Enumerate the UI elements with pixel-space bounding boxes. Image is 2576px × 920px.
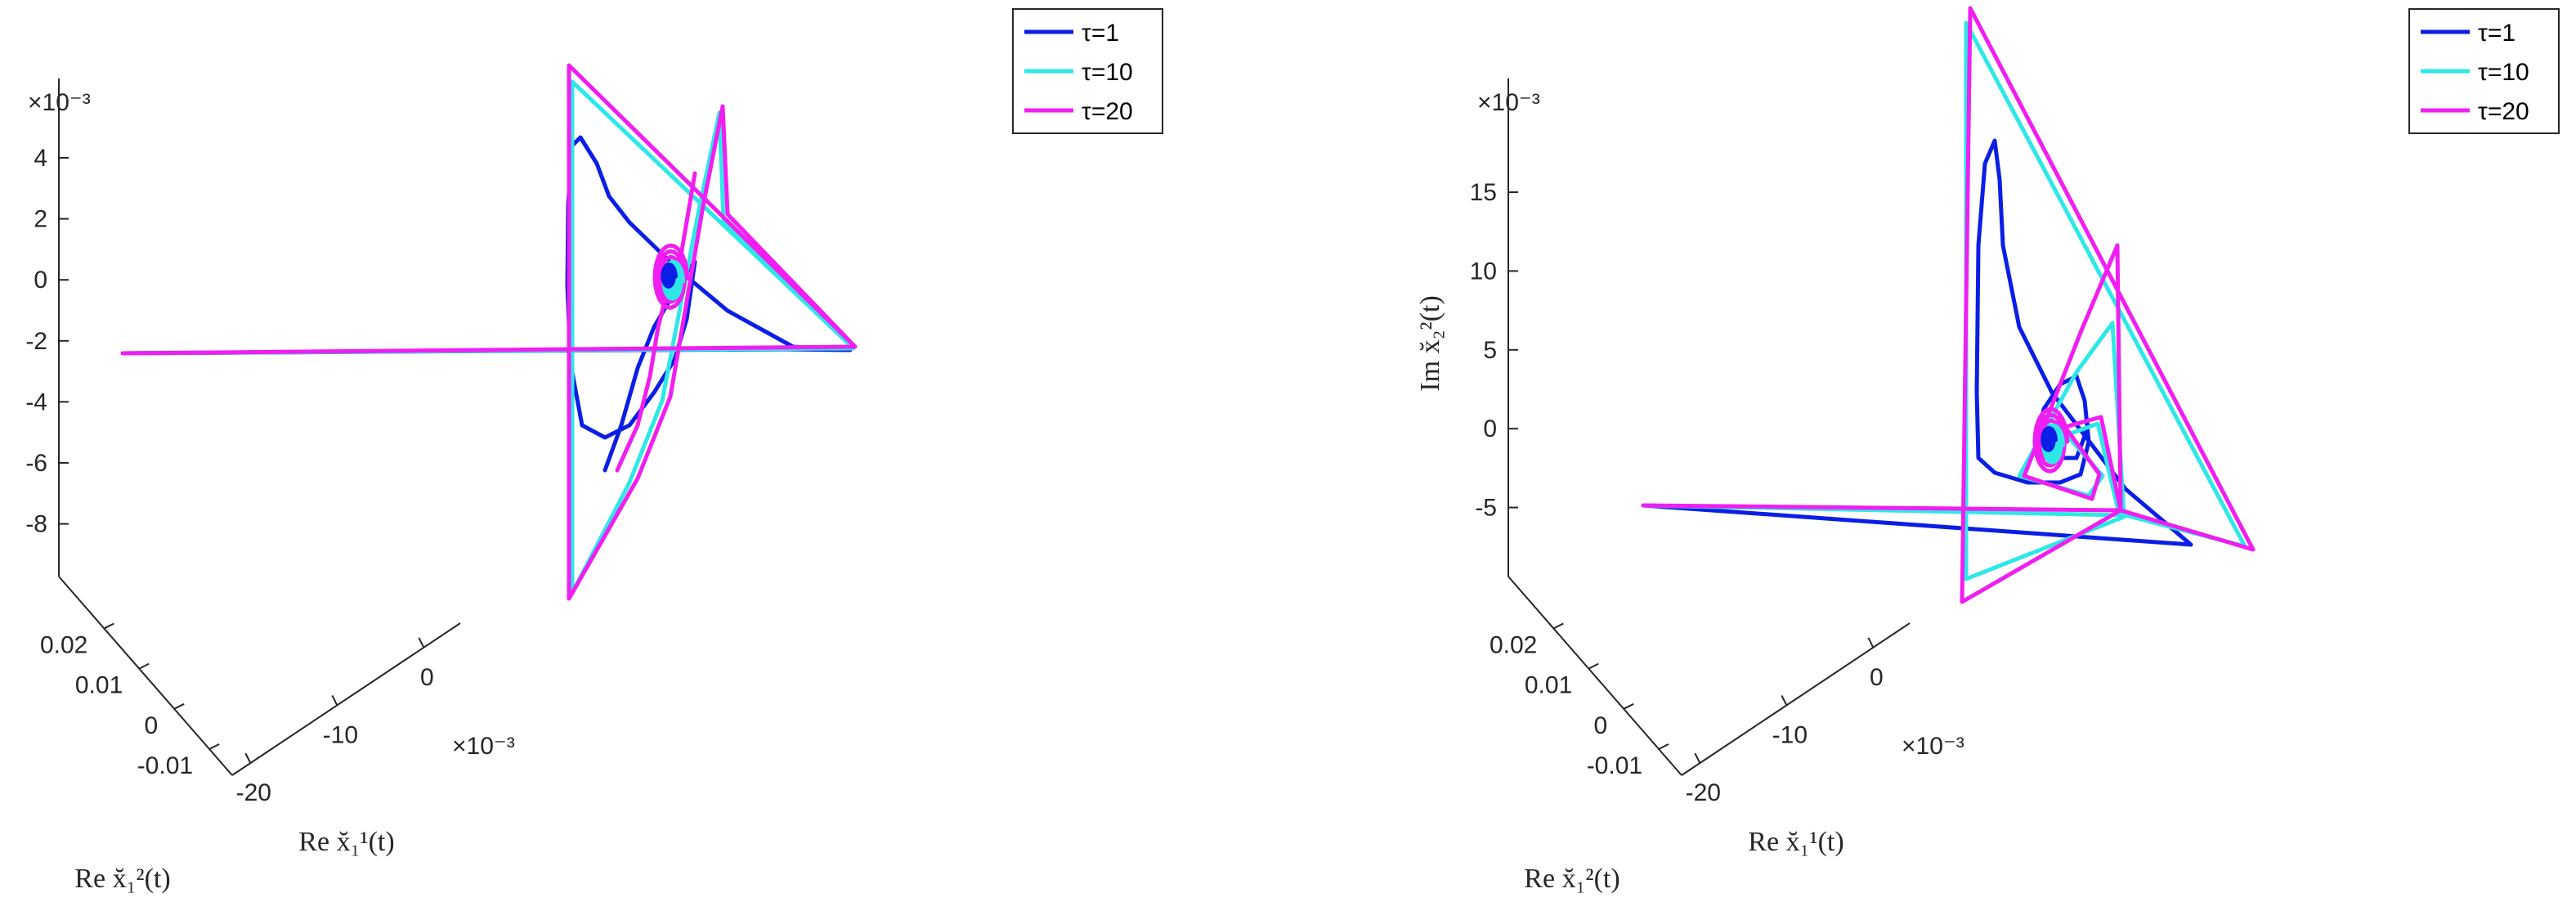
y-tick — [138, 662, 150, 670]
y-tick-label: -0.01 — [137, 752, 193, 779]
z-tick-label: 0 — [1483, 415, 1497, 442]
x-tick-label: -10 — [1772, 721, 1808, 748]
y-tick — [1658, 743, 1669, 750]
y-axis-label: Re x̆₁²(t) — [74, 864, 170, 894]
legend-entry: τ=1 — [2478, 20, 2516, 47]
series-line-tau-10 — [1641, 20, 2247, 581]
series-spiral-tau-1 — [661, 263, 678, 289]
legend-entry: τ=20 — [1082, 98, 1133, 125]
legend: τ=1 τ=10 τ=20 — [1012, 8, 1163, 134]
x-multiplier: ×10⁻³ — [1902, 733, 1964, 760]
y-tick-label: 0 — [144, 712, 158, 739]
series-line-tau-1 — [120, 135, 853, 473]
y-tick-label: -0.01 — [1587, 752, 1642, 779]
legend: τ=1 τ=10 τ=20 — [2408, 8, 2560, 134]
z-tick-label: 10 — [1470, 258, 1497, 285]
x-tick — [1781, 694, 1788, 706]
x-tick — [418, 637, 425, 648]
z-tick-label: 0 — [34, 267, 47, 294]
z-tick-label: 15 — [1470, 179, 1497, 206]
z-tick-label: -6 — [25, 450, 47, 477]
y-tick-label: 0.02 — [40, 631, 87, 658]
legend-entry: τ=10 — [2478, 59, 2529, 86]
series-line-tau-1 — [1641, 138, 2193, 547]
y-tick — [208, 743, 220, 750]
x-tick — [1867, 637, 1875, 648]
plot-curves — [120, 63, 858, 601]
x-multiplier: ×10⁻³ — [452, 733, 515, 760]
z-tick-label: -4 — [25, 388, 47, 415]
x-axis-line — [231, 622, 461, 776]
z-tick-label: 5 — [1483, 337, 1497, 364]
x-tick — [1694, 752, 1701, 764]
y-axis-line — [1508, 576, 1682, 776]
y-tick — [1552, 622, 1564, 630]
x-tick-label: 0 — [420, 664, 434, 691]
x-tick-label: -20 — [236, 779, 271, 806]
series-line-tau-20 — [120, 63, 858, 601]
x-tick-label: 0 — [1870, 664, 1884, 691]
legend-entry: τ=10 — [1082, 59, 1133, 86]
x-axis-line — [1681, 622, 1911, 776]
legend-entry: τ=20 — [2478, 98, 2529, 125]
z-tick-label: -2 — [25, 328, 47, 355]
series-spiral-tau-1 — [2041, 426, 2058, 452]
x-tick — [331, 694, 338, 706]
x-tick-label: -20 — [1686, 779, 1721, 806]
z-axis-label: Im x̆₂²(t) — [1415, 295, 1445, 391]
chart-panel-1: 4 2 0 -2 -4 -6 -8 ×10⁻³ 0.02 0.01 0 -0.01 -20 -10 0 ×10… — [25, 8, 1163, 894]
x-axis-label: Re x̆₁¹(t) — [298, 827, 394, 857]
x-tick-label: -10 — [323, 721, 358, 748]
series-line-tau-20 — [1641, 6, 2256, 604]
z-tick-label: -5 — [1475, 495, 1497, 522]
x-tick — [244, 752, 252, 764]
z-multiplier: ×10⁻³ — [28, 89, 91, 116]
chart-panel-2: 15 10 5 0 -5 ×10⁻³ 0.02 0.01 0 -0.01 -20 -10 0 ×10⁻³ I… — [1415, 6, 2560, 894]
z-tick-label: 4 — [34, 145, 47, 172]
y-axis-label: Re x̆₁²(t) — [1524, 864, 1620, 894]
legend-entry: τ=1 — [1082, 20, 1119, 47]
series-line-tau-10 — [120, 79, 856, 595]
y-tick — [103, 622, 114, 630]
z-tick-label: -8 — [25, 511, 47, 538]
y-tick-label: 0.01 — [1525, 672, 1572, 699]
y-tick-label: 0.01 — [75, 672, 123, 699]
x-axis-label: Re x̆₁¹(t) — [1748, 827, 1844, 857]
y-tick-label: 0.02 — [1490, 631, 1537, 658]
z-multiplier: ×10⁻³ — [1477, 89, 1540, 116]
y-tick-label: 0 — [1593, 712, 1607, 739]
y-axis-line — [58, 576, 233, 776]
z-tick-label: 2 — [34, 206, 47, 233]
y-tick — [1623, 702, 1634, 710]
y-tick — [1588, 662, 1599, 670]
plot-curves — [1641, 6, 2256, 604]
y-tick — [173, 702, 185, 710]
